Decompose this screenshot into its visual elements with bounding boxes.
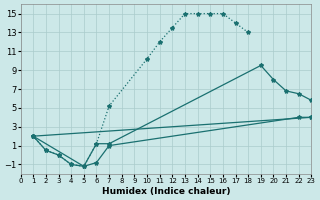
X-axis label: Humidex (Indice chaleur): Humidex (Indice chaleur) (102, 187, 230, 196)
